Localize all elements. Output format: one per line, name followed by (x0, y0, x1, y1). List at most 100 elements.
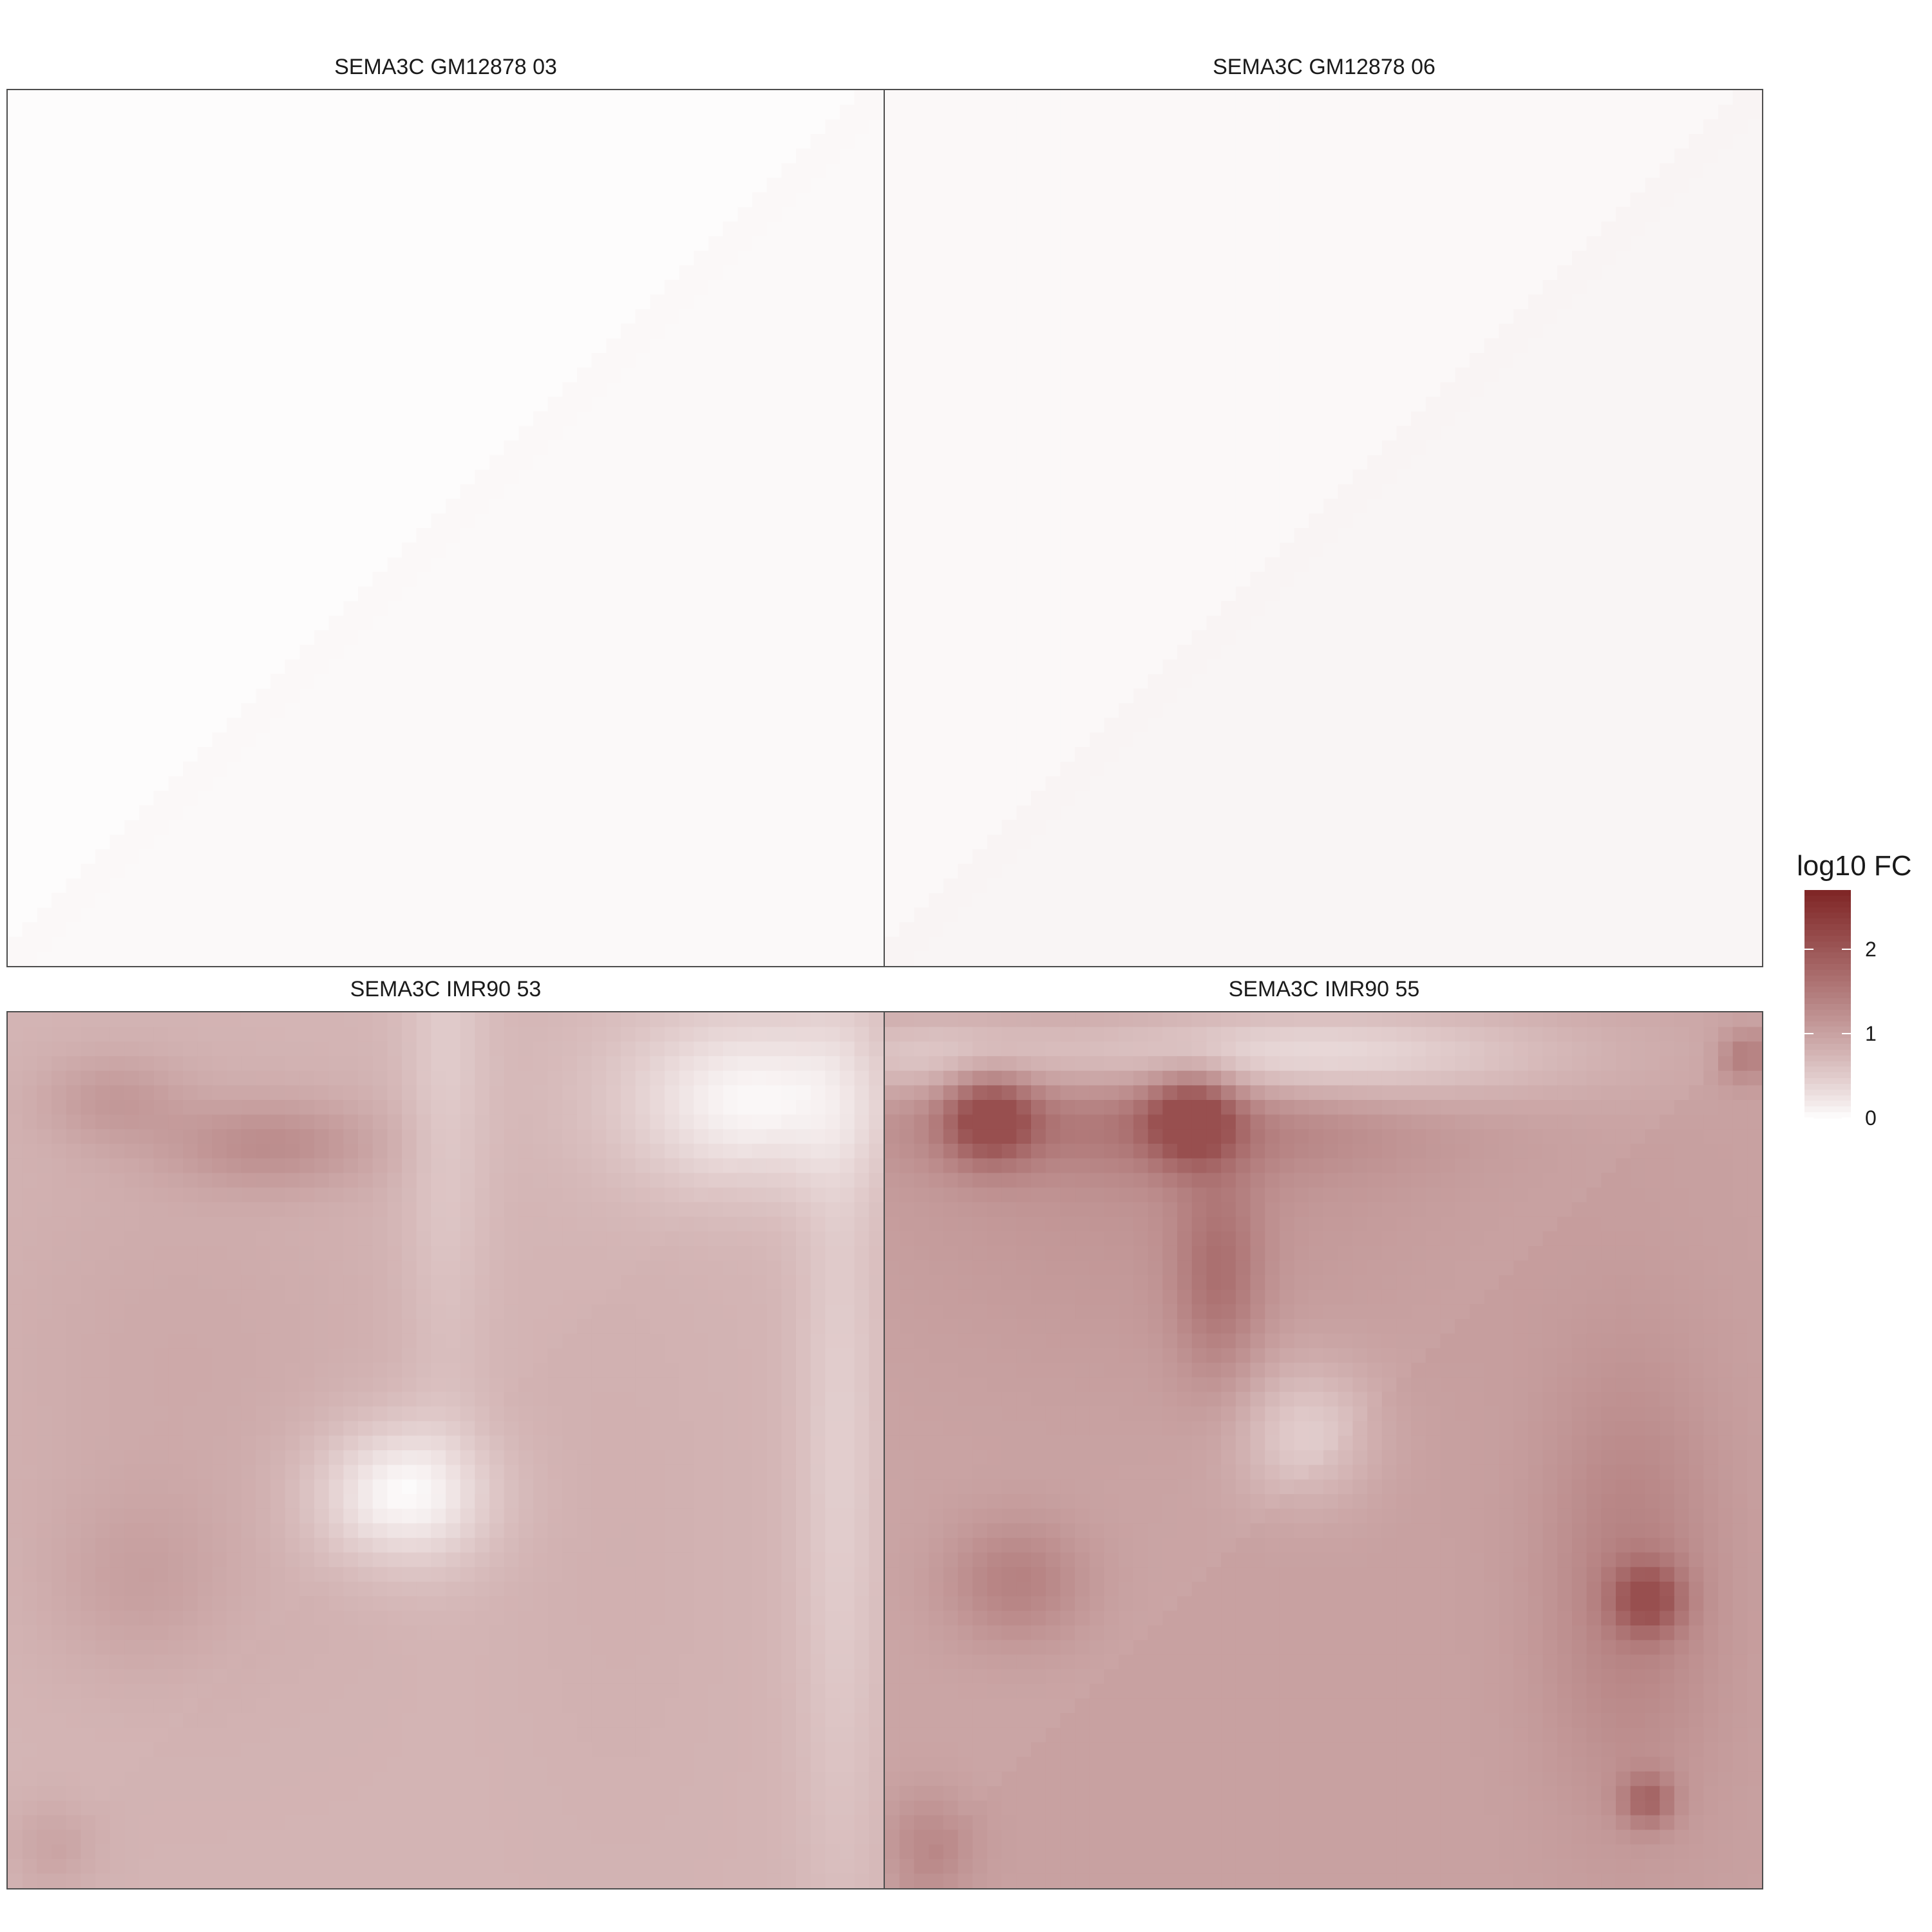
heatmap-cell (446, 411, 461, 427)
heatmap-cell (825, 893, 840, 909)
heatmap-cell (212, 426, 227, 441)
heatmap-cell (37, 805, 52, 821)
heatmap-cell (665, 557, 680, 573)
heatmap-cell (1309, 119, 1324, 135)
heatmap-cell (227, 732, 242, 748)
heatmap-cell (1660, 222, 1675, 237)
heatmap-cell (810, 659, 826, 675)
heatmap-cell (650, 353, 665, 368)
heatmap-cell (1075, 338, 1090, 354)
heatmap-cell (1323, 236, 1339, 252)
heatmap-cell (95, 134, 111, 149)
heatmap-cell (1411, 104, 1426, 120)
heatmap-cell (328, 951, 345, 966)
heatmap-cell (285, 703, 301, 719)
heatmap-cell (197, 469, 213, 485)
heatmap-cell (708, 616, 724, 631)
heatmap-cell (212, 528, 227, 544)
heatmap-cell (446, 688, 461, 704)
heatmap-cell (416, 922, 432, 938)
heatmap-cell (1601, 104, 1616, 120)
heatmap-cell (606, 557, 621, 573)
heatmap-cell (533, 411, 549, 427)
heatmap-cell (95, 659, 111, 675)
heatmap-cell (328, 835, 345, 850)
heatmap-cell (1747, 90, 1762, 106)
heatmap-cell (402, 645, 417, 660)
heatmap-cell (52, 835, 67, 850)
heatmap-cell (343, 528, 359, 544)
heatmap-cell (810, 513, 826, 529)
heatmap-cell (183, 119, 198, 135)
heatmap-cell (1703, 323, 1719, 339)
heatmap-cell (241, 119, 257, 135)
heatmap-cell (212, 192, 227, 208)
heatmap-cell (1528, 148, 1544, 164)
heatmap-cell (37, 513, 52, 529)
heatmap-cell (518, 951, 534, 966)
heatmap-cell (285, 192, 301, 208)
heatmap-cell (256, 732, 271, 748)
heatmap-cell (752, 251, 768, 266)
heatmap-cell (22, 498, 38, 515)
heatmap-cell (343, 469, 359, 485)
heatmap-cell (723, 513, 739, 529)
heatmap-cell (679, 528, 695, 544)
heatmap-cell (869, 776, 884, 791)
heatmap-cell (314, 761, 330, 777)
heatmap-cell (1542, 382, 1558, 397)
heatmap-cell (1279, 163, 1295, 178)
heatmap-cell (1732, 134, 1748, 149)
heatmap-cell (679, 207, 695, 222)
heatmap-cell (153, 922, 169, 938)
heatmap-cell (562, 688, 578, 704)
heatmap-cell (168, 338, 184, 354)
heatmap-cell (1732, 338, 1748, 354)
heatmap-cell (825, 192, 840, 208)
heatmap-cell (621, 542, 636, 558)
heatmap-cell (446, 426, 461, 441)
heatmap-cell (533, 805, 549, 821)
heatmap-cell (1557, 222, 1573, 237)
heatmap-cell (446, 732, 461, 748)
heatmap-cell (1499, 309, 1514, 325)
heatmap-cell (197, 163, 213, 178)
heatmap-cell (810, 951, 826, 966)
heatmap-cell (885, 104, 900, 120)
heatmap-cell (1703, 207, 1719, 222)
heatmap-cell (299, 776, 315, 791)
heatmap-cell (1104, 338, 1119, 354)
heatmap-cell (139, 936, 155, 952)
heatmap-cell (343, 835, 359, 850)
heatmap-cell (766, 455, 782, 471)
heatmap-cell (737, 951, 753, 966)
heatmap-cell (972, 104, 988, 120)
heatmap-cell (168, 469, 184, 485)
heatmap-cell (241, 251, 257, 266)
heatmap-cell (402, 557, 417, 573)
heatmap-cell (37, 294, 52, 310)
heatmap-cell (1031, 90, 1046, 106)
heatmap-cell (227, 207, 242, 222)
heatmap-cell (1470, 192, 1485, 208)
heatmap-cell (241, 207, 257, 222)
heatmap-cell (1104, 90, 1119, 106)
heatmap-cell (8, 104, 23, 120)
heatmap-cell (621, 572, 636, 587)
heatmap-cell (37, 791, 52, 806)
heatmap-cell (840, 323, 855, 339)
heatmap-cell (810, 645, 826, 660)
heatmap-cell (299, 557, 315, 573)
heatmap-cell (416, 703, 432, 719)
heatmap-cell (256, 528, 271, 544)
heatmap-cell (299, 279, 315, 296)
heatmap-cell (1060, 397, 1075, 412)
heatmap-cell (577, 411, 592, 427)
heatmap-cell (504, 294, 520, 310)
heatmap-cell (227, 791, 242, 806)
heatmap-cell (606, 907, 621, 923)
heatmap-cell (446, 849, 461, 865)
heatmap-cell (606, 498, 621, 515)
heatmap-cell (343, 717, 359, 734)
heatmap-cell (1513, 251, 1529, 266)
